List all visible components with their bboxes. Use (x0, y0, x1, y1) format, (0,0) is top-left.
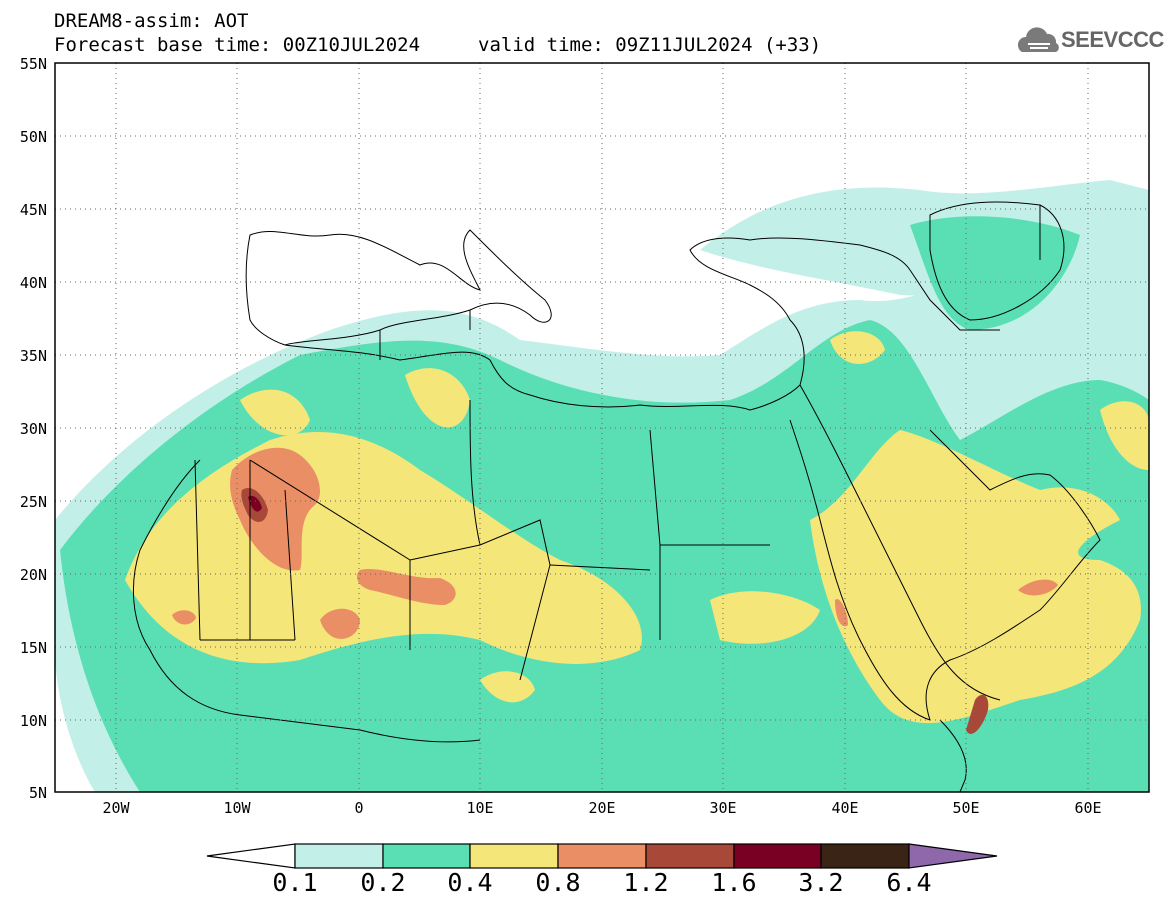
lat-label: 10N (19, 712, 47, 730)
colorbar-label: 6.4 (886, 868, 932, 897)
colorbar-label: 0.2 (360, 868, 406, 897)
lon-label: 30E (709, 799, 737, 817)
forecast-base-time: Forecast base time: 00Z10JUL2024 (54, 34, 421, 56)
lat-label: 25N (19, 493, 47, 511)
lat-label: 40N (19, 274, 47, 292)
colorbar-label: 0.1 (272, 868, 318, 897)
colorbar-label: 0.4 (447, 868, 493, 897)
lon-label: 10E (466, 799, 494, 817)
colorbar-label: 0.8 (535, 868, 581, 897)
lon-label: 20E (588, 799, 616, 817)
lat-label: 20N (19, 566, 47, 584)
seevccc-logo: SEEVCCC (1061, 27, 1164, 52)
map-title: DREAM8-assim: AOT (54, 10, 249, 32)
map-frame (54, 62, 1150, 793)
colorbar-label: 3.2 (798, 868, 844, 897)
colorbar (206, 843, 998, 869)
lat-label: 55N (19, 55, 47, 73)
aot-fields (55, 180, 1149, 792)
lat-label: 5N (28, 784, 47, 802)
lat-label: 35N (19, 347, 47, 365)
cloud-icon (1017, 27, 1059, 52)
valid-time: valid time: 09Z11JUL2024 (+33) (478, 34, 822, 56)
lon-label: 10W (223, 799, 251, 817)
coastlines (133, 201, 1101, 792)
lat-label: 15N (19, 639, 47, 657)
colorbar-label: 1.2 (623, 868, 669, 897)
lon-label: 0 (354, 799, 364, 817)
lon-label: 60E (1074, 799, 1102, 817)
colorbar-label: 1.6 (711, 868, 757, 897)
lon-label: 40E (831, 799, 859, 817)
lon-label: 50E (952, 799, 980, 817)
lat-label: 30N (19, 420, 47, 438)
lat-label: 45N (19, 201, 47, 219)
lat-label: 50N (19, 128, 47, 146)
lon-label: 20W (102, 799, 130, 817)
